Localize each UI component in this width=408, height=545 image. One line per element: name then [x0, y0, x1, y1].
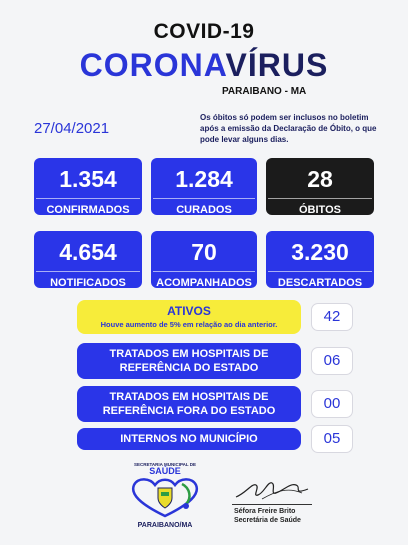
report-date: 27/04/2021 — [34, 120, 110, 137]
heart-shield-icon — [131, 478, 199, 518]
card-label: ACOMPANHADOS — [153, 271, 255, 289]
ativos-subtitle: Houve aumento de 5% em relação ao dia an… — [100, 320, 278, 329]
ativos-value: 42 — [311, 303, 353, 331]
card-label: DESCARTADOS — [268, 271, 372, 289]
card-label: CURADOS — [153, 198, 255, 216]
ativos-title: ATIVOS — [167, 304, 211, 318]
card-label: NOTIFICADOS — [36, 271, 140, 289]
card-notificados: 4.654 NOTIFICADOS — [34, 231, 142, 289]
bar-line2: REFERÊNCIA FORA DO ESTADO — [102, 405, 276, 417]
card-confirmados: 1.354 CONFIRMADOS — [34, 158, 142, 216]
card-value: 28 — [307, 166, 333, 192]
bar-hospitais-fora: TRATADOS EM HOSPITAIS DE REFERÊNCIA FORA… — [77, 386, 301, 422]
logo-top-text: SECRETARIA MUNICIPAL DE — [133, 462, 197, 467]
card-acompanhados: 70 ACOMPANHADOS — [151, 231, 257, 289]
card-value: 1.284 — [175, 166, 233, 192]
logo-bottom-text: PARAIBANO/MA — [137, 522, 193, 529]
signer-role: Secretária de Saúde — [234, 517, 301, 524]
saude-logo: SECRETARIA MUNICIPAL DE SAÚDE PARAIBANO/… — [120, 462, 210, 532]
signer-block: Séfora Freire Brito Secretária de Saúde — [234, 507, 301, 525]
card-value: 1.354 — [59, 166, 117, 192]
signature-line — [232, 504, 312, 505]
hosp-fora-value: 00 — [311, 390, 353, 418]
location-label: PARAIBANO - MA — [222, 86, 307, 97]
logo-main-text: SAÚDE — [149, 466, 181, 476]
title-part-corona: CORONA — [79, 47, 226, 83]
card-descartados: 3.230 DESCARTADOS — [266, 231, 374, 289]
card-label: ÓBITOS — [268, 198, 372, 216]
signer-name: Séfora Freire Brito — [234, 508, 296, 515]
card-value: 70 — [191, 239, 217, 265]
bar-line1: TRATADOS EM HOSPITAIS DE — [109, 391, 269, 403]
hosp-estado-value: 06 — [311, 347, 353, 375]
bar-line1: TRATADOS EM HOSPITAIS DE — [109, 348, 269, 360]
card-curados: 1.284 CURADOS — [151, 158, 257, 216]
bar-line2: REFERÊNCIA DO ESTADO — [119, 362, 259, 374]
bar-internos: INTERNOS NO MUNICÍPIO — [77, 428, 301, 450]
title-covid: COVID-19 — [153, 20, 255, 43]
bar-hospitais-estado: TRATADOS EM HOSPITAIS DE REFERÊNCIA DO E… — [77, 343, 301, 379]
bar-ativos: ATIVOS Houve aumento de 5% em relação ao… — [77, 300, 301, 334]
card-value: 4.654 — [59, 239, 117, 265]
card-obitos: 28 ÓBITOS — [266, 158, 374, 216]
card-label: CONFIRMADOS — [36, 198, 140, 216]
deaths-note: Os óbitos só podem ser inclusos no bolet… — [200, 113, 377, 144]
signature-icon — [235, 482, 309, 500]
title-coronavirus: CORONAVÍRUS — [0, 47, 408, 84]
card-value: 3.230 — [291, 239, 349, 265]
title-part-virus: VÍRUS — [225, 47, 329, 83]
internos-value: 05 — [311, 425, 353, 453]
